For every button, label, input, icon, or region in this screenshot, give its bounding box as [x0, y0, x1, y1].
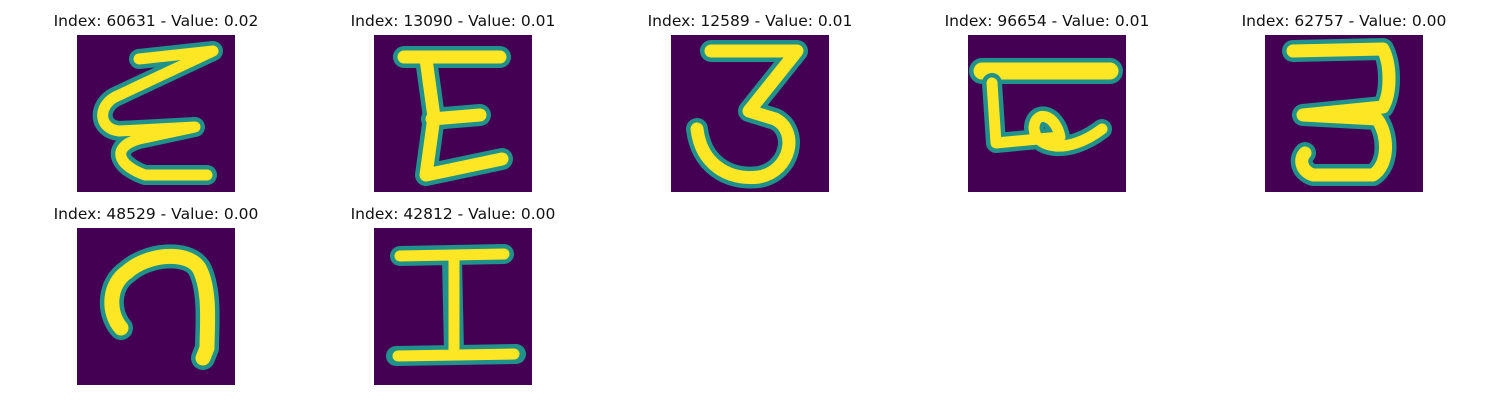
- panel-1: Index: 60631 - Value: 0.02: [0, 0, 300, 192]
- panel-title: Index: 62757 - Value: 0.00: [1241, 12, 1447, 30]
- glyph-image-4: [968, 35, 1126, 192]
- glyph-stroke: [92, 41, 223, 185]
- glyph-stroke: [969, 58, 1123, 156]
- panel-7: Index: 42812 - Value: 0.00: [297, 193, 597, 385]
- panel-2: Index: 13090 - Value: 0.01: [297, 0, 597, 192]
- glyph-image-7: [374, 228, 532, 385]
- panel-title: Index: 13090 - Value: 0.01: [350, 12, 556, 30]
- glyph-image-6: [77, 228, 235, 385]
- panel-title: Index: 48529 - Value: 0.00: [53, 205, 259, 223]
- panel-3: Index: 12589 - Value: 0.01: [594, 0, 894, 192]
- panel-5: Index: 62757 - Value: 0.00: [1188, 0, 1488, 192]
- glyph-stroke: [1282, 38, 1400, 186]
- glyph-stroke: [99, 244, 220, 370]
- glyph-stroke: [386, 244, 526, 366]
- glyph-image-3: [671, 35, 829, 192]
- glyph-stroke: [686, 40, 808, 189]
- panel-6: Index: 48529 - Value: 0.00: [0, 193, 300, 385]
- panel-4: Index: 96654 - Value: 0.01: [891, 0, 1191, 192]
- panel-title: Index: 42812 - Value: 0.00: [350, 205, 556, 223]
- glyph-image-1: [77, 35, 235, 192]
- glyph-stroke: [393, 46, 513, 186]
- glyph-image-5: [1265, 35, 1423, 192]
- panel-title: Index: 96654 - Value: 0.01: [944, 12, 1150, 30]
- glyph-image-2: [374, 35, 532, 192]
- panel-title: Index: 12589 - Value: 0.01: [647, 12, 853, 30]
- panel-title: Index: 60631 - Value: 0.02: [53, 12, 259, 30]
